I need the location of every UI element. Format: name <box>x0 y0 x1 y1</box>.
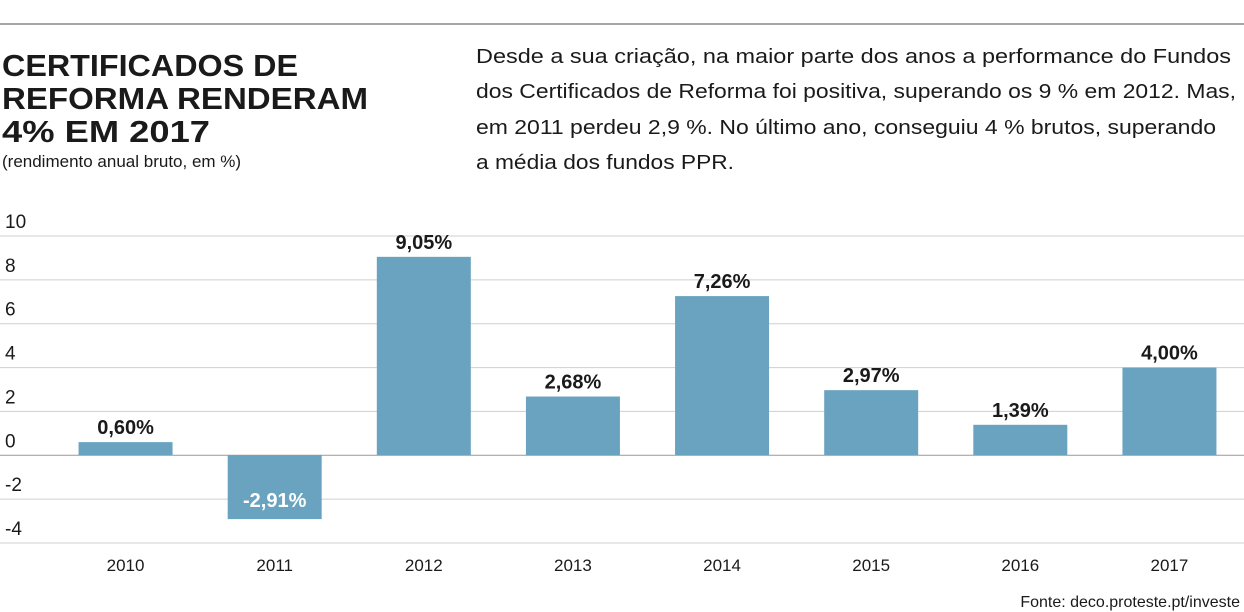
x-tick-label: 2016 <box>1001 556 1039 575</box>
bar <box>1122 367 1217 456</box>
description: Desde a sua criação, na maior parte dos … <box>476 46 1231 68</box>
value-label: 2,68% <box>545 372 602 394</box>
y-tick-label: 2 <box>5 387 16 408</box>
chart-subtitle: (rendimento anual bruto, em %) <box>2 152 241 171</box>
bar <box>227 455 322 520</box>
x-tick-label: 2013 <box>554 556 592 575</box>
bar <box>973 424 1068 456</box>
x-tick-label: 2012 <box>405 556 443 575</box>
bar <box>525 396 620 456</box>
x-tick-label: 2010 <box>107 556 145 575</box>
source: Fonte: deco.proteste.pt/investe <box>1020 594 1240 611</box>
y-tick-label: 4 <box>5 344 16 365</box>
value-label: -2,91% <box>243 490 307 512</box>
value-label: 4,00% <box>1141 343 1198 365</box>
y-tick-label: 6 <box>5 300 16 321</box>
bar <box>824 390 919 456</box>
y-tick-label: 8 <box>5 256 16 277</box>
y-tick-label: 10 <box>5 212 26 233</box>
description: dos Certificados de Reforma foi positiva… <box>476 81 1236 103</box>
value-label: 0,60% <box>97 417 154 439</box>
y-tick-label: -2 <box>5 475 22 496</box>
value-label: 9,05% <box>395 232 452 254</box>
value-label: 7,26% <box>694 271 751 293</box>
value-label: 2,97% <box>843 365 900 387</box>
bar <box>675 296 770 456</box>
x-tick-label: 2015 <box>852 556 890 575</box>
x-tick-label: 2014 <box>703 556 741 575</box>
y-tick-label: -4 <box>5 519 22 540</box>
chart-title: 4% EM 2017 <box>2 114 210 149</box>
description: em 2011 perdeu 2,9 %. No último ano, con… <box>476 117 1216 139</box>
bar <box>78 442 173 456</box>
description: a média dos fundos PPR. <box>476 152 734 174</box>
chart-title: CERTIFICADOS DE <box>2 48 298 83</box>
x-tick-label: 2017 <box>1151 556 1189 575</box>
chart-title: REFORMA RENDERAM <box>2 81 368 116</box>
bar <box>376 256 471 456</box>
value-label: 1,39% <box>992 400 1049 422</box>
y-tick-label: 0 <box>5 431 16 452</box>
x-tick-label: 2011 <box>256 556 293 575</box>
